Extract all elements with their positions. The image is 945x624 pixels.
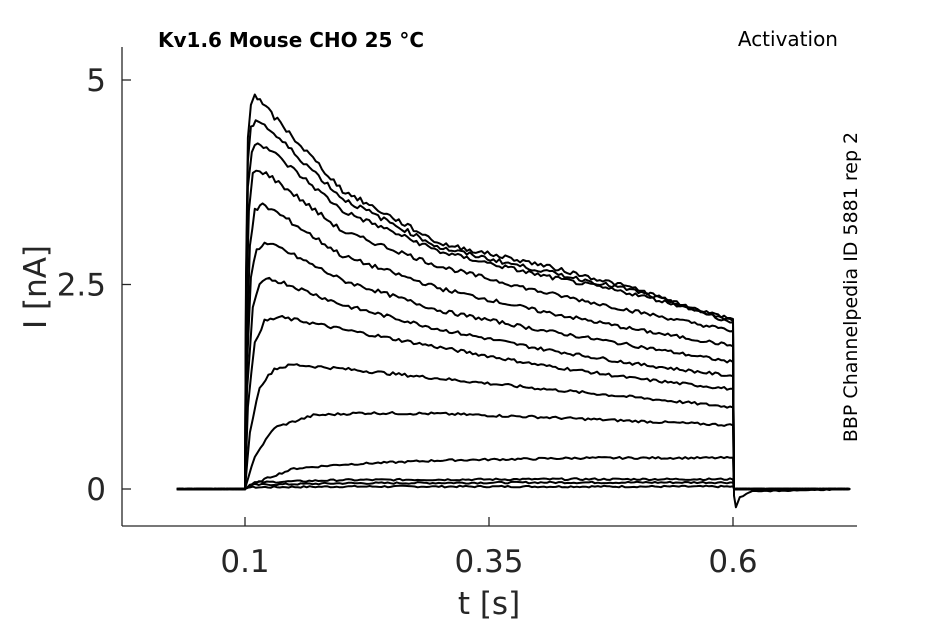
- current-trace-11: [176, 169, 851, 491]
- y-tick-label: 2.5: [57, 268, 106, 304]
- x-tick-label: 0.6: [708, 544, 757, 580]
- current-traces: [176, 93, 851, 509]
- y-ticks: 02.55: [57, 63, 131, 508]
- y-axis-label: I [nA]: [18, 245, 54, 329]
- current-trace-9: [176, 241, 851, 491]
- current-trace-14: [176, 93, 851, 509]
- current-trace-5: [176, 411, 851, 491]
- current-trace-8: [176, 276, 851, 491]
- chart-title: Kv1.6 Mouse CHO 25 °C: [158, 28, 424, 52]
- x-axis-label: t [s]: [458, 586, 520, 622]
- y-tick-label: 5: [86, 63, 106, 99]
- x-tick-label: 0.1: [220, 544, 269, 580]
- x-ticks: 0.1 0.35 0.6: [220, 517, 758, 580]
- protocol-label: Activation: [738, 27, 838, 51]
- x-tick-label: 0.35: [454, 544, 523, 580]
- y-tick-label: 0: [86, 472, 106, 508]
- current-trace-13: [176, 119, 851, 491]
- channelpedia-id-label: BBP Channelpedia ID 5881 rep 2: [840, 132, 862, 442]
